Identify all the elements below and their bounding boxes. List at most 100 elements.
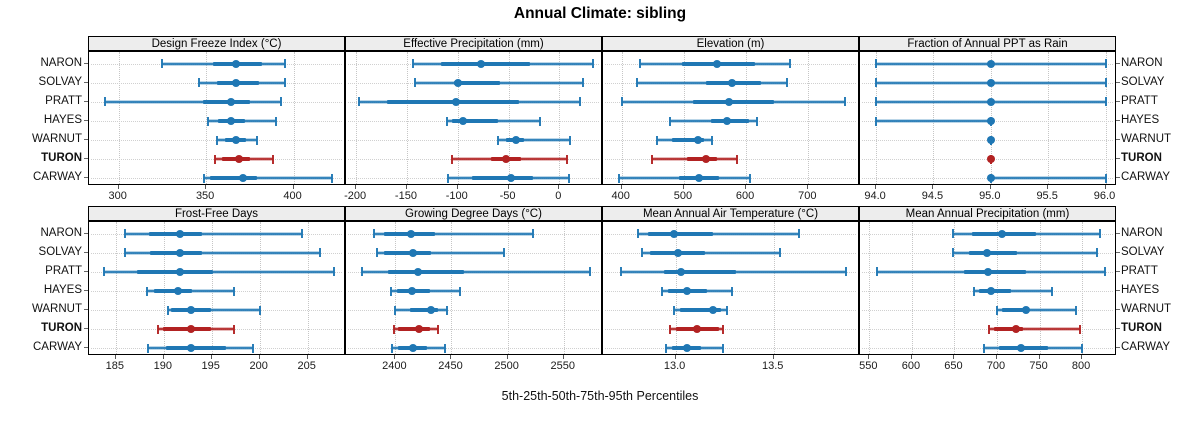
whisker-cap-high: [735, 154, 738, 164]
median-dot: [502, 155, 511, 164]
gridline: [1039, 222, 1041, 354]
whisker-cap-high: [1051, 286, 1054, 296]
whisker-line: [952, 251, 1097, 254]
whisker-cap-low: [389, 286, 392, 296]
axis-tick-label: 750: [1029, 360, 1048, 372]
whisker-cap-low: [103, 97, 106, 107]
iqr-bar: [384, 250, 432, 255]
whisker-cap-low: [215, 135, 218, 145]
whisker-cap-low: [393, 324, 396, 334]
site-label-left-pratt: PRATT: [45, 94, 82, 107]
whisker-cap-high: [725, 305, 728, 315]
site-label-left-pratt: PRATT: [45, 264, 82, 277]
whisker-cap-low: [664, 343, 667, 353]
gridline: [683, 52, 685, 184]
median-dot: [453, 78, 462, 87]
iqr-bar: [663, 269, 737, 274]
iqr-bar: [993, 327, 1023, 332]
median-dot: [477, 59, 486, 68]
median-dot: [226, 97, 235, 106]
row-tick-left: [84, 139, 88, 141]
median-dot: [186, 325, 195, 334]
axis-tick: [355, 185, 357, 189]
median-dot: [231, 136, 240, 145]
axis-tick-label: 800: [1071, 360, 1091, 372]
median-dot: [986, 136, 995, 145]
site-label-right-carway: CARWAY: [1121, 341, 1170, 354]
row-tick-left: [84, 62, 88, 64]
whisker-cap-low: [394, 305, 397, 315]
figure-title: Annual Climate: sibling: [513, 5, 687, 22]
median-dot: [176, 229, 185, 238]
median-dot: [986, 59, 995, 68]
whisker-cap-high: [539, 116, 542, 126]
gridline: [1105, 52, 1107, 184]
axis-tick: [562, 355, 564, 359]
iqr-bar: [209, 176, 257, 181]
panel-elevation-m: [602, 51, 859, 185]
row-guide: [862, 329, 1113, 331]
iqr-bar: [1002, 308, 1030, 313]
whisker-cap-high: [731, 286, 734, 296]
median-dot: [983, 267, 992, 276]
median-dot: [174, 287, 183, 295]
axis-tick: [910, 355, 912, 359]
row-tick-left: [84, 251, 88, 253]
axis-tick: [258, 355, 260, 359]
whisker-cap-high: [446, 305, 448, 315]
site-label-right-solvay: SOLVAY: [1121, 75, 1165, 88]
whisker-cap-high: [756, 116, 759, 126]
row-guide: [348, 348, 599, 350]
panel-effective-precipitation-mm: [345, 51, 602, 185]
site-label-left-naron: NARON: [40, 56, 82, 69]
site-label-right-naron: NARON: [1121, 226, 1163, 239]
axis-tick: [162, 355, 164, 359]
gridline: [997, 222, 998, 354]
whisker-cap-high: [721, 343, 724, 353]
whisker-cap-low: [206, 116, 209, 126]
whisker-cap-low: [641, 248, 644, 258]
whisker-cap-low: [161, 59, 164, 69]
panel-mean-annual-air-temperature-c: [602, 221, 859, 355]
median-dot: [409, 248, 418, 257]
whisker-line: [104, 270, 334, 273]
whisker-cap-low: [124, 248, 127, 258]
gridline: [406, 52, 408, 184]
axis-tick: [205, 185, 207, 189]
whisker-cap-high: [258, 305, 261, 315]
median-dot: [986, 97, 995, 106]
iqr-bar: [149, 231, 203, 236]
whisker-cap-low: [650, 154, 653, 164]
whisker-cap-low: [973, 286, 976, 296]
gridline: [1082, 222, 1084, 354]
whisker-cap-low: [166, 305, 169, 315]
whisker-line: [125, 232, 302, 235]
row-tick-right: [1116, 347, 1120, 349]
whisker-cap-low: [875, 59, 878, 69]
whisker-cap-high: [844, 97, 847, 107]
median-dot: [693, 325, 702, 334]
median-dot: [1016, 344, 1025, 353]
row-tick-right: [1116, 139, 1120, 141]
axis-tick-label: 2500: [494, 360, 519, 372]
row-tick-left: [84, 120, 88, 121]
whisker-cap-high: [1098, 229, 1101, 239]
axis-tick-label: 300: [108, 190, 127, 202]
iqr-bar: [679, 308, 721, 313]
median-dot: [986, 155, 995, 164]
iqr-bar: [687, 157, 717, 162]
gridline: [211, 222, 213, 354]
axis-tick-label: -100: [445, 190, 468, 202]
row-tick-left: [84, 177, 88, 179]
median-dot: [694, 174, 703, 183]
gridline: [954, 222, 956, 354]
whisker-cap-low: [157, 324, 160, 334]
panel-mean-annual-precipitation-mm: [859, 221, 1116, 355]
whisker-cap-high: [710, 135, 713, 145]
site-label-left-turon: TURON: [41, 152, 82, 165]
site-label-right-naron: NARON: [1121, 56, 1163, 69]
panel-title-effective-precipitation-mm: Effective Precipitation (mm): [345, 36, 602, 51]
median-dot: [724, 97, 733, 106]
panel-growing-degree-days-c: [345, 221, 602, 355]
panel-title-elevation-m: Elevation (m): [602, 36, 859, 51]
